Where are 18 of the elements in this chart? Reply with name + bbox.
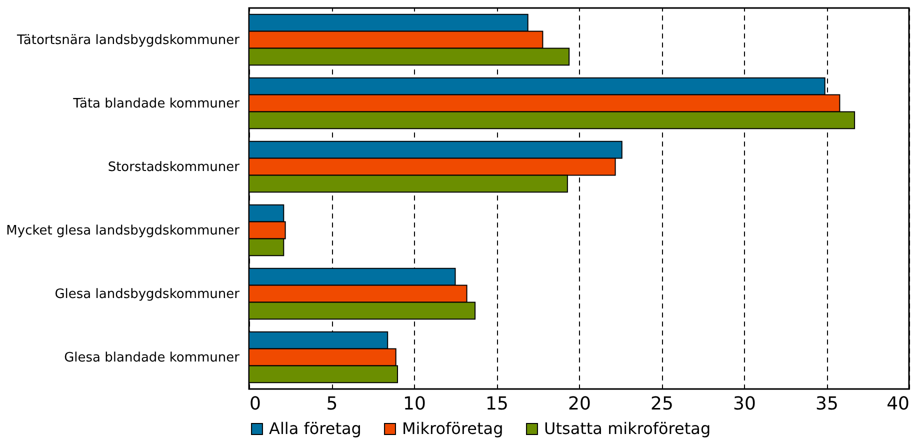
x-tick-label: 25 [650, 394, 674, 414]
x-tick-label: 15 [486, 394, 508, 414]
x-tick-label: 0 [250, 394, 261, 414]
legend-label: Alla företag [269, 419, 362, 438]
y-tick-label: Storstadskommuner [108, 160, 240, 175]
legend-label: Mikroföretag [402, 419, 504, 438]
x-tick-label: 10 [403, 394, 426, 414]
x-tick-label: 40 [886, 394, 910, 414]
y-tick-label: Glesa landsbygdskommuner [54, 286, 240, 302]
x-tick-label: 35 [816, 394, 838, 414]
y-tick-label: Glesa blandade kommuner [64, 350, 240, 366]
x-tick-label: 20 [568, 394, 591, 414]
y-tick-label: Täta blandade kommuner [72, 96, 240, 112]
x-tick-label: 30 [733, 394, 756, 414]
y-tick-label: Mycket glesa landsbygdskommuner [6, 223, 240, 238]
y-tick-label: Tätortsnära landsbygdskommuner [16, 32, 240, 48]
x-tick-label: 5 [326, 394, 338, 414]
legend-label: Utsatta mikroföretag [544, 419, 711, 438]
